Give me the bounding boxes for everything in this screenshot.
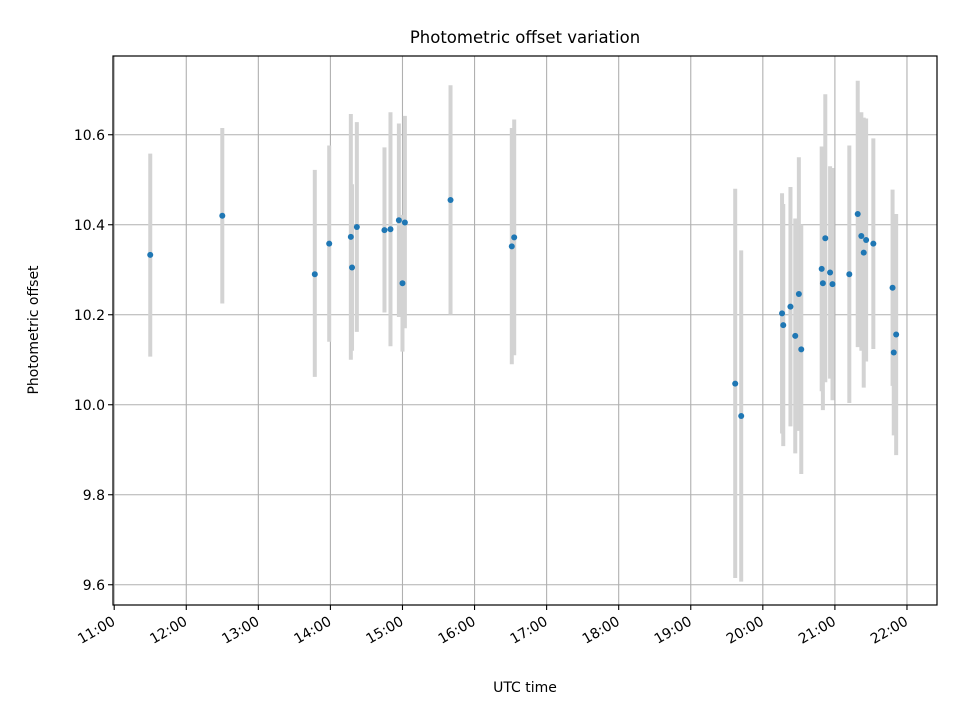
- data-point: [732, 380, 739, 387]
- data-point: [353, 224, 360, 230]
- data-point: [893, 331, 900, 338]
- y-axis-label: Photometric offset: [26, 265, 42, 395]
- y-tick-label: 10.2: [74, 308, 105, 324]
- data-point: [311, 271, 318, 278]
- x-axis-label: UTC time: [493, 680, 557, 696]
- data-point: [787, 303, 794, 310]
- data-point: [870, 240, 877, 247]
- y-tick-label: 9.8: [83, 488, 105, 504]
- data-point: [795, 291, 802, 298]
- data-point: [854, 210, 861, 217]
- point-layer: [147, 197, 900, 419]
- y-tick-label: 9.6: [83, 578, 105, 594]
- data-point: [779, 310, 786, 317]
- data-point: [889, 284, 896, 291]
- data-point: [395, 217, 402, 224]
- y-tick-label: 10.6: [74, 128, 105, 144]
- data-point: [399, 280, 406, 287]
- data-point: [858, 233, 865, 239]
- data-point: [798, 346, 805, 353]
- data-point: [219, 212, 226, 219]
- data-point: [818, 265, 825, 272]
- data-point: [846, 271, 853, 278]
- data-point: [738, 413, 745, 419]
- y-tick-label: 10.0: [74, 398, 105, 414]
- data-point: [780, 322, 787, 329]
- data-point: [326, 240, 333, 247]
- y-tick-label: 10.4: [74, 218, 105, 234]
- chart-title: Photometric offset variation: [410, 28, 640, 47]
- data-point: [863, 237, 870, 244]
- data-point: [387, 226, 394, 233]
- data-point: [381, 227, 388, 234]
- y-axis-ticks: 9.6 9.8 10.0 10.2 10.4 10.6: [74, 128, 113, 594]
- data-point: [860, 249, 867, 256]
- data-point: [508, 243, 515, 250]
- data-point: [511, 234, 518, 241]
- data-point: [349, 264, 356, 271]
- grid-layer: [113, 56, 937, 605]
- data-point: [827, 269, 834, 276]
- data-point: [401, 219, 408, 226]
- data-point: [447, 197, 454, 203]
- plot-area-frame: [112, 55, 938, 606]
- data-point: [819, 280, 826, 287]
- data-point: [347, 233, 354, 240]
- data-point: [147, 251, 154, 258]
- data-point: [890, 349, 897, 356]
- data-point: [792, 332, 799, 339]
- data-point: [829, 281, 836, 288]
- data-point: [822, 235, 829, 242]
